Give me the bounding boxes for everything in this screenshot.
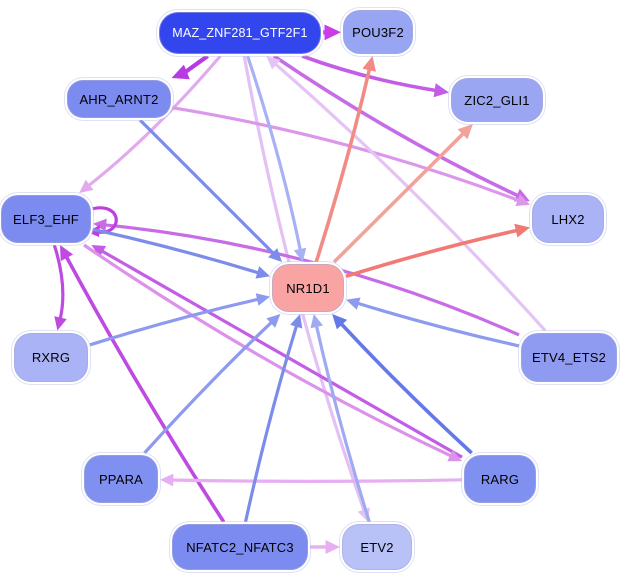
node-LHX2[interactable]: LHX2 — [532, 195, 604, 243]
node-label: NFATC2_NFATC3 — [186, 539, 294, 555]
node-RARG[interactable]: RARG — [464, 455, 536, 503]
node-label: ETV2 — [360, 539, 394, 555]
node-AHR_ARNT2[interactable]: AHR_ARNT2 — [67, 80, 171, 118]
node-ETV4_ETS2[interactable]: ETV4_ETS2 — [521, 332, 617, 382]
edge-ETV2-NR1D1 — [310, 314, 371, 523]
node-ETV2[interactable]: ETV2 — [342, 524, 412, 570]
edge-ETV4_ETS2-ELF3_EHF — [93, 218, 520, 337]
edge-ETV4_ETS2-NR1D1 — [346, 297, 520, 348]
edge-RARG-NR1D1 — [332, 314, 473, 455]
edge-NR1D1-LHX2 — [345, 223, 530, 279]
node-ELF3_EHF[interactable]: ELF3_EHF — [1, 195, 91, 243]
edge-ELF3_EHF-NR1D1 — [92, 227, 270, 279]
node-label: ZIC2_GLI1 — [464, 92, 530, 108]
edge-NFATC2_NFATC3-NR1D1 — [243, 314, 303, 523]
node-label: ETV4_ETS2 — [531, 349, 607, 365]
edge-ELF3_EHF-RARG — [83, 243, 462, 462]
edge-ELF3_EHF-RXRG — [52, 244, 67, 331]
edge-RARG-PPARA — [160, 473, 463, 487]
node-label: LHX2 — [551, 211, 585, 227]
edge-PPARA-NR1D1 — [143, 314, 281, 455]
edge-NR1D1-ZIC2_GLI1 — [332, 124, 473, 264]
node-NR1D1[interactable]: NR1D1 — [272, 264, 344, 312]
node-label: NR1D1 — [286, 280, 330, 296]
node-ZIC2_GLI1[interactable]: ZIC2_GLI1 — [451, 78, 543, 122]
edge-RXRG-NR1D1 — [89, 293, 270, 347]
edge-NFATC2_NFATC3-ETV2 — [308, 540, 340, 554]
node-label: AHR_ARNT2 — [79, 91, 159, 107]
edge-NR1D1-POU3F2 — [314, 56, 376, 263]
edge-MAZ_ZNF281_GTF2F1-NR1D1 — [246, 55, 307, 262]
node-label: ELF3_EHF — [13, 211, 79, 227]
node-NFATC2_NFATC3[interactable]: NFATC2_NFATC3 — [172, 524, 308, 570]
edge-NFATC2_NFATC3-ELF3_EHF — [60, 245, 226, 523]
node-RXRG[interactable]: RXRG — [14, 332, 88, 382]
edge-AHR_ARNT2-NR1D1 — [138, 118, 282, 262]
edge-MAZ_ZNF281_GTF2F1-ELF3_EHF — [79, 54, 222, 193]
node-label: POU3F2 — [352, 24, 404, 40]
edge-MAZ_ZNF281_GTF2F1-AHR_ARNT2 — [171, 54, 209, 80]
node-MAZ_ZNF281_GTF2F1[interactable]: MAZ_ZNF281_GTF2F1 — [159, 12, 321, 54]
edge-MAZ_ZNF281_GTF2F1-LHX2 — [272, 54, 530, 202]
edge-RARG-ELF3_EHF — [91, 245, 463, 459]
edge-ETV4_ETS2-MAZ_ZNF281_GTF2F1 — [266, 56, 547, 332]
node-label: MAZ_ZNF281_GTF2F1 — [172, 26, 308, 40]
node-PPARA[interactable]: PPARA — [84, 455, 158, 503]
node-label: PPARA — [98, 471, 144, 487]
edge-AHR_ARNT2-LHX2 — [172, 106, 530, 206]
node-label: RARG — [480, 471, 520, 487]
node-POU3F2[interactable]: POU3F2 — [343, 10, 413, 54]
node-label: RXRG — [31, 349, 71, 365]
